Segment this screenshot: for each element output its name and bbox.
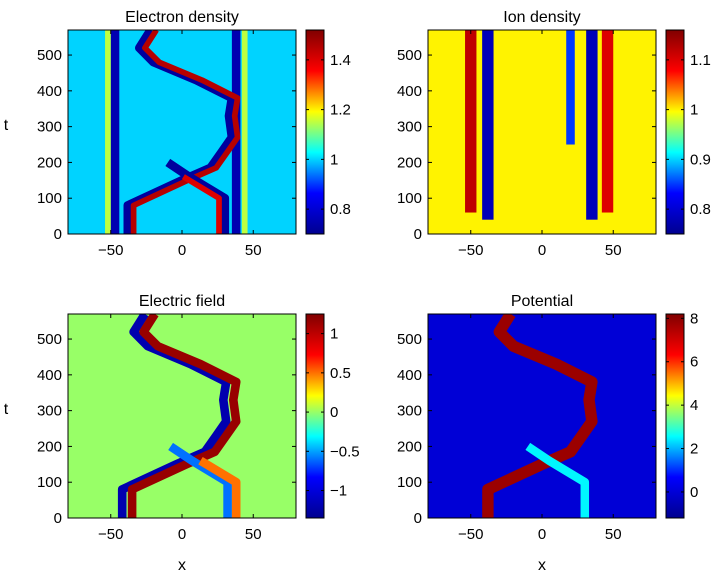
heatmap-band-0 (465, 30, 477, 213)
heatmap-features (482, 314, 598, 518)
y-tick-label: 300 (37, 119, 62, 136)
y-tick-label: 300 (397, 119, 422, 136)
colorbar-tick-label: 0.8 (690, 201, 711, 218)
x-axis-label: x (178, 557, 186, 574)
x-tick-label: 50 (605, 526, 622, 543)
x-tick-label: 50 (245, 526, 262, 543)
heatmap-background (428, 314, 656, 518)
y-tick-label: 100 (397, 190, 422, 207)
panel-title: Ion density (503, 9, 580, 26)
panel-2: Electric field−50 0 500100200300400500tx−1… (4, 293, 360, 574)
y-tick-label: 0 (54, 510, 62, 527)
colorbar-tick-label: 1 (690, 102, 698, 119)
colorbar-tick-label: 1 (330, 326, 338, 343)
y-tick-label: 200 (37, 154, 62, 171)
x-axis-label: x (538, 557, 546, 574)
colorbar (306, 314, 324, 518)
colorbar-tick-label: 1.4 (330, 52, 351, 69)
y-tick-label: 200 (397, 438, 422, 455)
x-tick-label: −50 (98, 242, 123, 259)
y-tick-label: 0 (54, 226, 62, 243)
heatmap-background (68, 30, 296, 234)
colorbar (666, 30, 684, 234)
y-tick-label: 500 (397, 47, 422, 64)
y-tick-label: 0 (414, 226, 422, 243)
heatmap-band-2 (586, 30, 598, 220)
colorbar-tick-label: 4 (690, 397, 698, 414)
heatmap-band-3 (601, 30, 614, 213)
heatmap-band-4 (566, 30, 575, 145)
x-tick-label: 0 (538, 526, 546, 543)
y-tick-label: 400 (37, 83, 62, 100)
heatmap-ridge-5 (130, 30, 241, 234)
y-tick-label: 100 (37, 190, 62, 207)
panel-1: Ion density−50 0 5001002003004005000.80.91… (397, 9, 711, 259)
y-tick-label: 200 (37, 438, 62, 455)
colorbar-tick-label: 0.5 (330, 365, 351, 382)
heatmap-ridge-3 (198, 457, 241, 518)
y-tick-label: 100 (37, 474, 62, 491)
heatmap-band-1 (105, 30, 111, 234)
y-tick-label: 300 (397, 403, 422, 420)
heatmap-features (105, 30, 248, 234)
heatmap-background (68, 314, 296, 518)
colorbar-frame (665, 313, 685, 519)
colorbar-frame (665, 29, 685, 235)
y-tick-label: 500 (37, 47, 62, 64)
colorbar-tick-label: 1.1 (690, 52, 711, 69)
y-tick-label: 500 (37, 331, 62, 348)
x-tick-label: −50 (98, 526, 123, 543)
y-tick-label: 400 (397, 367, 422, 384)
colorbar-tick-label: −0.5 (330, 443, 360, 460)
heatmap-ridge-1 (127, 314, 241, 518)
colorbar-tick-label: 1.2 (330, 102, 351, 119)
colorbar-tick-label: 6 (690, 354, 698, 371)
x-tick-label: 0 (178, 526, 186, 543)
x-tick-label: −50 (458, 242, 483, 259)
heatmap-background (428, 30, 656, 234)
y-tick-label: 200 (397, 154, 422, 171)
colorbar-tick-label: 0.8 (330, 201, 351, 218)
y-axis-label: t (4, 117, 9, 134)
y-tick-label: 100 (397, 474, 422, 491)
colorbar (666, 314, 684, 518)
heatmap-features (465, 30, 614, 220)
heatmap-ridge-6 (165, 158, 230, 234)
heatmap-ridge-0 (482, 314, 598, 518)
y-axis-label: t (4, 401, 9, 418)
y-tick-label: 0 (414, 510, 422, 527)
x-tick-label: 0 (538, 242, 546, 259)
colorbar-frame (305, 29, 325, 235)
heatmap-ridge-2 (168, 442, 232, 518)
x-tick-label: 50 (245, 242, 262, 259)
heatmap-band-1 (482, 30, 494, 220)
heatmap-band-3 (241, 30, 248, 234)
x-tick-label: 0 (178, 242, 186, 259)
x-tick-label: −50 (458, 526, 483, 543)
heatmap-band-0 (110, 30, 120, 234)
colorbar-tick-label: 0 (690, 484, 698, 501)
panel-title: Potential (511, 293, 573, 310)
colorbar (306, 30, 324, 234)
colorbar-tick-label: 8 (690, 310, 698, 327)
y-tick-label: 400 (397, 83, 422, 100)
colorbar-tick-label: 2 (690, 441, 698, 458)
panel-title: Electron density (125, 9, 239, 26)
colorbar-frame (305, 313, 325, 519)
panel-0: Electron density−50 0 500100200300400500t0… (4, 9, 351, 259)
y-tick-label: 500 (397, 331, 422, 348)
x-tick-label: 50 (605, 242, 622, 259)
colorbar-tick-label: 0 (330, 404, 338, 421)
y-tick-label: 300 (37, 403, 62, 420)
heatmap-ridge-1 (525, 442, 590, 518)
colorbar-tick-label: −1 (330, 483, 347, 500)
colorbar-tick-label: 0.9 (690, 151, 711, 168)
colorbar-tick-label: 1 (330, 151, 338, 168)
y-tick-label: 400 (37, 367, 62, 384)
panel-title: Electric field (139, 293, 225, 310)
heatmap-ridge-7 (181, 174, 222, 234)
heatmap-features (117, 314, 241, 518)
